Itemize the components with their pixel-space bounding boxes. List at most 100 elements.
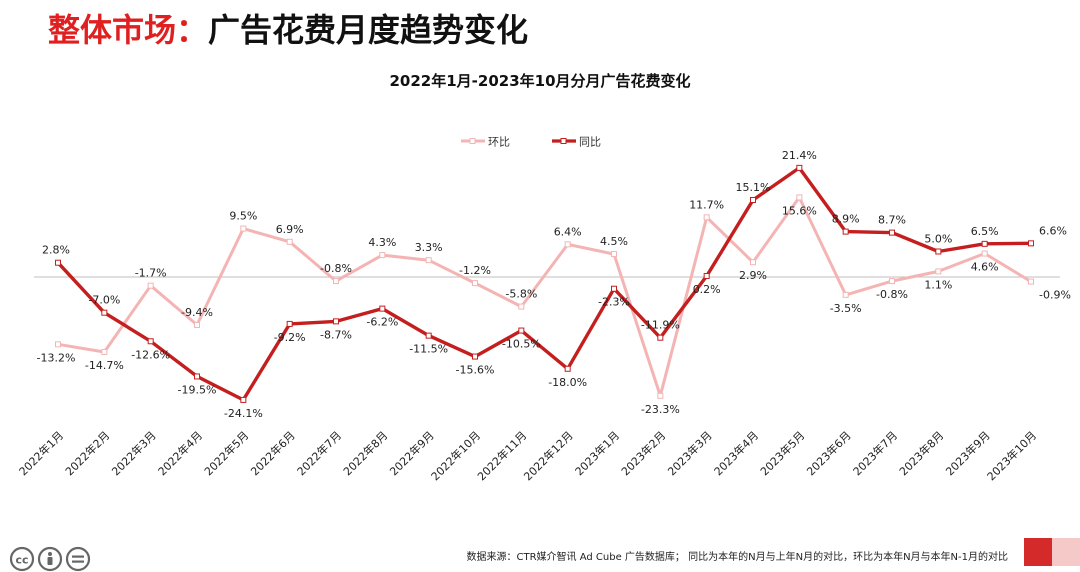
point-huanbi-5 <box>286 238 293 245</box>
data-label-tongbi-14: 0.2% <box>693 283 721 296</box>
data-label-huanbi-21: -0.9% <box>1039 289 1071 302</box>
point-huanbi-0 <box>55 341 61 348</box>
point-tongbi-15 <box>750 196 756 203</box>
data-label-huanbi-7: 4.3% <box>368 236 396 249</box>
point-huanbi-11 <box>564 241 571 248</box>
data-label-tongbi-15: 15.1% <box>736 181 771 194</box>
point-huanbi-8 <box>425 257 432 264</box>
data-label-tongbi-12: -2.3% <box>598 296 630 309</box>
data-label-huanbi-19: 1.1% <box>924 278 952 291</box>
x-tick-label: 2022年2月 <box>62 428 112 478</box>
data-label-huanbi-12: 4.5% <box>600 235 628 248</box>
data-label-huanbi-14: 11.7% <box>689 198 724 211</box>
data-label-huanbi-3: -9.4% <box>181 306 213 319</box>
data-label-tongbi-16: 21.4% <box>782 149 817 162</box>
data-label-tongbi-18: 8.7% <box>878 214 906 227</box>
point-tongbi-8 <box>425 332 432 339</box>
legend-label-huanbi: 环比 <box>488 136 510 149</box>
point-tongbi-6 <box>333 318 339 325</box>
x-tick-label: 2022年12月 <box>521 428 576 483</box>
point-tongbi-2 <box>147 338 154 345</box>
point-huanbi-3 <box>194 321 200 328</box>
point-tongbi-17 <box>842 228 849 235</box>
point-huanbi-15 <box>750 259 756 266</box>
point-huanbi-7 <box>379 252 386 259</box>
data-label-huanbi-15: 2.9% <box>739 269 767 282</box>
data-label-huanbi-8: 3.3% <box>415 241 443 254</box>
point-huanbi-9 <box>472 280 478 287</box>
data-label-tongbi-5: -9.2% <box>274 331 306 344</box>
creative-commons-by-icon <box>37 546 63 572</box>
x-tick-label: 2023年4月 <box>711 428 761 478</box>
data-label-tongbi-17: 8.9% <box>832 213 860 226</box>
point-huanbi-2 <box>147 282 154 289</box>
data-label-huanbi-6: -0.8% <box>320 262 352 275</box>
point-tongbi-19 <box>935 248 942 255</box>
decorative-block-light <box>1052 538 1080 566</box>
point-huanbi-10 <box>518 303 525 310</box>
point-tongbi-18 <box>889 229 895 236</box>
point-huanbi-1 <box>101 348 108 355</box>
data-label-tongbi-8: -11.5% <box>409 343 448 356</box>
point-huanbi-12 <box>611 251 617 258</box>
x-tick-label: 2023年1月 <box>572 428 622 478</box>
data-label-tongbi-20: 6.5% <box>971 225 999 238</box>
x-tick-label: 2023年6月 <box>804 428 854 478</box>
x-tick-label: 2023年7月 <box>850 428 900 478</box>
page-title-main: 广告花费月度趋势变化 <box>208 11 529 49</box>
series-line-huanbi <box>56 195 1033 398</box>
point-tongbi-14 <box>703 272 710 279</box>
chart-title: 2022年1月-2023年10月分月广告花费变化 <box>389 72 691 90</box>
x-tick-label: 2023年2月 <box>618 428 668 478</box>
data-label-huanbi-2: -1.7% <box>135 267 167 280</box>
data-label-tongbi-4: -24.1% <box>224 407 263 420</box>
data-label-huanbi-20: 4.6% <box>971 261 999 274</box>
x-tick-label: 2022年5月 <box>201 428 251 478</box>
x-tick-label: 2023年5月 <box>757 428 807 478</box>
point-huanbi-6 <box>333 278 339 285</box>
point-huanbi-17 <box>842 291 849 298</box>
x-tick-label: 2022年3月 <box>109 428 159 478</box>
data-label-huanbi-4: 9.5% <box>229 210 257 223</box>
point-tongbi-3 <box>194 373 200 380</box>
point-tongbi-11 <box>564 365 571 372</box>
data-label-tongbi-3: -19.5% <box>178 383 217 396</box>
data-label-huanbi-1: -14.7% <box>85 359 124 372</box>
decorative-block-dark <box>1024 538 1052 566</box>
data-label-tongbi-13: -11.9% <box>641 319 680 332</box>
data-label-tongbi-11: -18.0% <box>548 376 587 389</box>
data-label-huanbi-17: -3.5% <box>830 302 862 315</box>
x-tick-label: 2023年8月 <box>896 428 946 478</box>
x-tick-label: 2023年3月 <box>665 428 715 478</box>
point-tongbi-16 <box>796 164 803 171</box>
svg-text:cc: cc <box>15 554 28 567</box>
point-huanbi-13 <box>657 392 664 399</box>
line-chart: 环比 同比 -13.2% -14.7% -1.7% -9.4% 9.5% 6.9% -0.8% 4… <box>16 136 1071 484</box>
x-tick-label: 2023年10月 <box>984 428 1039 483</box>
x-tick-label: 2022年8月 <box>340 428 390 478</box>
data-label-tongbi-9: -15.6% <box>456 364 495 377</box>
point-tongbi-0 <box>55 259 61 266</box>
point-tongbi-7 <box>379 305 386 312</box>
data-source-note: 数据来源：CTR媒介智讯 Ad Cube 广告数据库； 同比为本年的N月与上年N… <box>466 552 1008 563</box>
data-label-huanbi-11: 6.4% <box>554 225 582 238</box>
page-title-prefix: 整体市场： <box>48 11 209 49</box>
x-tick-label: 2022年4月 <box>155 428 205 478</box>
point-huanbi-19 <box>935 268 942 275</box>
data-label-huanbi-0: -13.2% <box>37 351 76 364</box>
data-label-huanbi-16: 15.6% <box>782 204 817 217</box>
point-tongbi-5 <box>286 320 293 327</box>
point-tongbi-9 <box>472 353 478 360</box>
data-label-tongbi-2: -12.6% <box>131 348 170 361</box>
point-huanbi-21 <box>1028 278 1034 285</box>
point-huanbi-4 <box>240 225 247 232</box>
point-tongbi-1 <box>101 309 108 316</box>
data-label-huanbi-13: -23.3% <box>641 403 680 416</box>
data-label-tongbi-6: -8.7% <box>320 328 352 341</box>
point-huanbi-18 <box>889 278 895 285</box>
data-label-huanbi-5: 6.9% <box>276 223 304 236</box>
x-tick-label: 2022年9月 <box>387 428 437 478</box>
page-title: 整体市场：广告花费月度趋势变化 <box>48 8 528 52</box>
data-label-huanbi-10: -5.8% <box>505 288 537 301</box>
data-label-tongbi-0: 2.8% <box>42 244 70 257</box>
